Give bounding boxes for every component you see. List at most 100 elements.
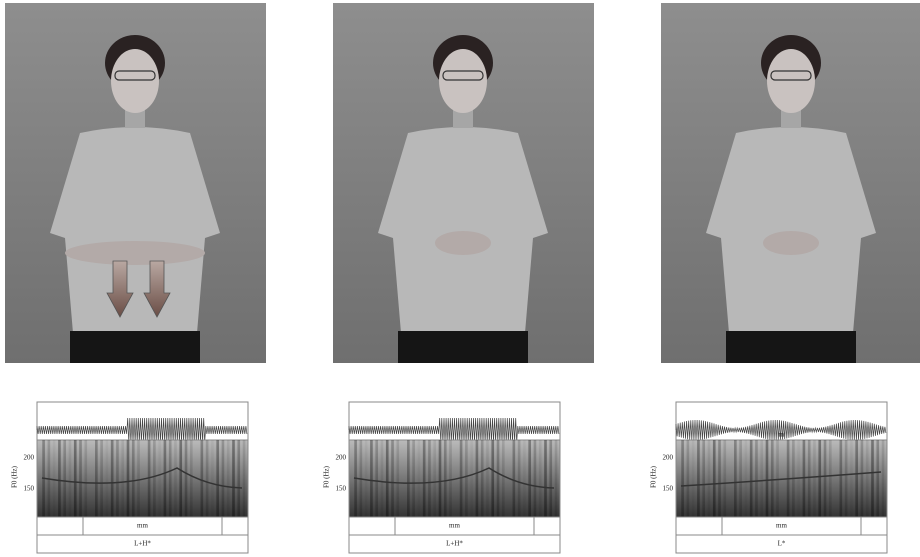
spectral-band [428, 440, 431, 517]
spectral-band [211, 440, 214, 517]
spectral-band [771, 440, 774, 517]
spectral-band [818, 440, 821, 517]
spectral-band [412, 440, 415, 517]
spectral-band [855, 440, 858, 517]
spectral-band [158, 440, 161, 517]
spectral-band [513, 440, 516, 517]
spectral-band [164, 440, 167, 517]
spectral-band [766, 440, 769, 517]
spectral-band [439, 440, 442, 517]
hands [65, 241, 205, 265]
spectral-band [365, 440, 368, 517]
photo [5, 3, 266, 363]
spectral-band [850, 440, 853, 517]
spectral-band [829, 440, 832, 517]
f0-axis-label: F0 (Hz) [11, 465, 19, 488]
hands [435, 231, 491, 255]
spectral-band [58, 440, 61, 517]
spectral-band [692, 440, 695, 517]
spectral-band [776, 440, 779, 517]
spectral-band [702, 440, 705, 517]
spectral-band [481, 440, 484, 517]
spectral-band [63, 440, 66, 517]
spectral-band [486, 440, 489, 517]
hands [763, 231, 819, 255]
spectral-band [169, 440, 172, 517]
spectral-band [243, 440, 246, 517]
spectral-band [232, 440, 235, 517]
tone-label: L+H* [446, 540, 463, 548]
spectral-band [74, 440, 77, 517]
spectrogram-panel: m 200 150 F0 (Hz) mm L* [650, 402, 887, 553]
spectral-band [808, 440, 811, 517]
spectral-band [824, 440, 827, 517]
pants [70, 331, 200, 363]
spectral-band [201, 440, 204, 517]
spectral-band [407, 440, 410, 517]
photo [333, 3, 594, 363]
spectrogram-panel: 200150F0 (Hz)mmL+H* [323, 402, 560, 553]
spectral-band [476, 440, 479, 517]
spectral-band [549, 440, 552, 517]
spectral-band [518, 440, 521, 517]
spectral-band [69, 440, 72, 517]
spectral-band [153, 440, 156, 517]
body-shirt [706, 127, 876, 333]
f0-tick-label: 200 [24, 454, 35, 462]
spectral-band [502, 440, 505, 517]
spectral-band [137, 440, 140, 517]
spectral-band [528, 440, 531, 517]
spectral-band [470, 440, 473, 517]
spectral-band [523, 440, 526, 517]
spectral-band [375, 440, 378, 517]
spectral-band [876, 440, 879, 517]
spectral-band [216, 440, 219, 517]
spectral-band [370, 440, 373, 517]
spectral-band [539, 440, 542, 517]
spectral-band [745, 440, 748, 517]
spectral-band [185, 440, 188, 517]
body-shirt [50, 127, 220, 333]
spectral-band [708, 440, 711, 517]
spectral-band [555, 440, 558, 517]
tone-label: L* [778, 540, 786, 548]
body-shirt [378, 127, 548, 333]
spectral-band [534, 440, 537, 517]
f0-tick-label: 200 [336, 454, 347, 462]
spectral-band [813, 440, 816, 517]
f0-tick-label: 150 [24, 485, 35, 493]
tone-label: L+H* [134, 540, 151, 548]
spectral-band [381, 440, 384, 517]
spectral-band [845, 440, 848, 517]
spectral-band [491, 440, 494, 517]
spectral-band [718, 440, 721, 517]
spectral-band [882, 440, 885, 517]
spectral-band [713, 440, 716, 517]
pants [398, 331, 528, 363]
spectral-band [866, 440, 869, 517]
face [767, 49, 815, 113]
f0-tick-label: 150 [663, 485, 674, 493]
spectral-band [53, 440, 56, 517]
f0-axis-label: F0 (Hz) [323, 465, 331, 488]
figure: 200 150 F0 (Hz) mm L+H* 200 150 F0 (Hz) mm L+H* m 2… [0, 0, 920, 557]
spectral-band [84, 440, 87, 517]
spectral-band [755, 440, 758, 517]
spectral-band [723, 440, 726, 517]
spectral-band [121, 440, 124, 517]
word-label: mm [137, 522, 148, 530]
spectral-band [396, 440, 399, 517]
waveform-label: m [779, 431, 785, 439]
spectral-band [418, 440, 421, 517]
spectral-band [174, 440, 177, 517]
spectral-band [386, 440, 389, 517]
word-label: mm [449, 522, 460, 530]
spectrogram-panel: 200 150 F0 (Hz) mm L+H* [11, 402, 248, 553]
spectral-band [95, 440, 98, 517]
f0-axis-label: F0 (Hz) [650, 465, 658, 488]
f0-tick-label: 200 [663, 454, 674, 462]
spectral-band [423, 440, 426, 517]
word-label: mm [776, 522, 787, 530]
spectral-band [544, 440, 547, 517]
spectral-band [449, 440, 452, 517]
